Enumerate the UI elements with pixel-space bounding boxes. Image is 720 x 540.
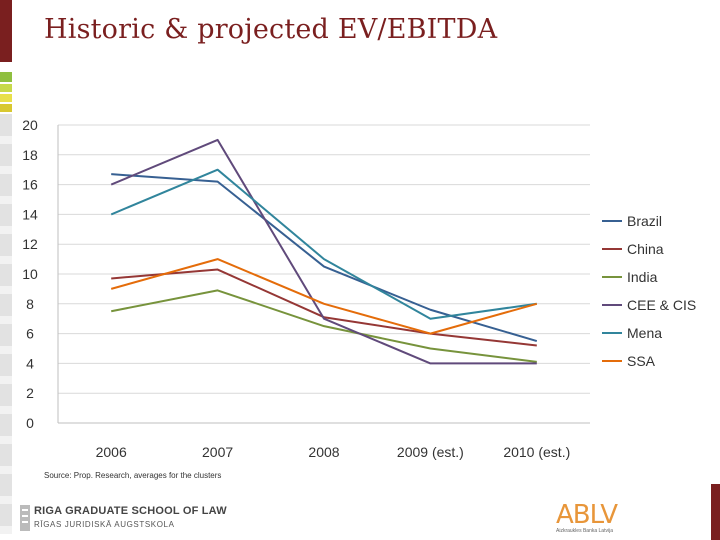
series-line-cee-cis <box>110 138 537 365</box>
right-decorative-bar <box>711 484 720 540</box>
bank-name: Aizkraukles Banka Latvija <box>556 528 613 534</box>
y-tick-label-2: 2 <box>26 385 34 401</box>
y-tick-label-10: 10 <box>22 266 38 282</box>
series-line-mena <box>110 168 537 320</box>
series-line-ssa <box>110 258 538 335</box>
y-tick-label-0: 0 <box>26 415 34 431</box>
bank-logo-text: ABLV <box>556 500 618 530</box>
left-bar-lime-block <box>0 84 12 92</box>
source-note: Source: Prop. Research, averages for the… <box>44 471 222 480</box>
school-logo-icon <box>20 505 30 531</box>
school-name-latvian: RĪGAS JURIDISKĀ AUGSTSKOLA <box>34 520 175 529</box>
y-tick-label-18: 18 <box>22 147 38 163</box>
left-bar-dark-block <box>0 0 12 62</box>
legend-label-mena: Mena <box>627 325 662 341</box>
bank-logo: ABLV Aizkraukles Banka Latvija <box>556 502 636 536</box>
legend-label-india: India <box>627 269 658 285</box>
y-tick-label-6: 6 <box>26 326 34 342</box>
y-tick-label-8: 8 <box>26 296 34 312</box>
legend-label-brazil: Brazil <box>627 213 662 229</box>
left-bar-gold-block <box>0 104 12 112</box>
legend-label-cee-cis: CEE & CIS <box>627 297 696 313</box>
y-tick-label-4: 4 <box>26 355 34 371</box>
page-title: Historic & projected EV/EBITDA <box>44 14 498 45</box>
left-bar-grey-stripes <box>0 114 12 534</box>
x-tick-label-1: 2007 <box>202 444 233 460</box>
school-name: RIGA GRADUATE SCHOOL OF LAW <box>34 505 227 517</box>
x-tick-label-2: 2008 <box>308 444 339 460</box>
left-bar-yellow-block <box>0 94 12 102</box>
x-tick-label-4: 2010 (est.) <box>503 444 570 460</box>
y-tick-label-14: 14 <box>22 206 38 222</box>
left-decorative-bar <box>0 0 12 540</box>
series-line-china <box>111 268 537 347</box>
left-bar-green-block <box>0 72 12 82</box>
series-line-india <box>111 289 537 363</box>
y-tick-label-20: 20 <box>22 117 38 133</box>
line-chart: 0 2 4 6 8 10 12 14 16 18 20 2006 2007 2008 2009 (est.)… <box>22 117 696 460</box>
legend-label-china: China <box>627 241 664 257</box>
y-tick-label-16: 16 <box>22 177 38 193</box>
x-tick-label-0: 2006 <box>96 444 127 460</box>
legend-label-ssa: SSA <box>627 353 656 369</box>
series-line-brazil <box>111 173 538 343</box>
x-tick-label-3: 2009 (est.) <box>397 444 464 460</box>
y-tick-label-12: 12 <box>22 236 38 252</box>
